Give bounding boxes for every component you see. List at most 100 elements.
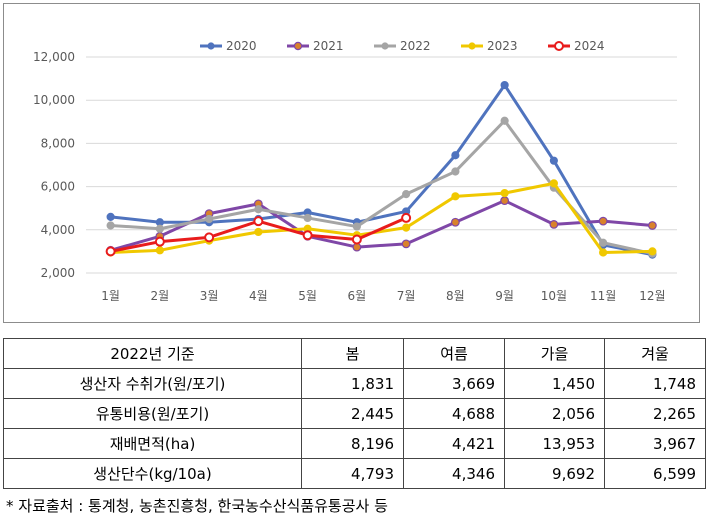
legend-marker-2021 [293,41,303,51]
table-row: 재배면적(ha) 8,196 4,421 13,953 3,967 [3,428,706,459]
series-line-2023 [109,181,654,254]
y-tick-label: 10,000 [33,93,75,107]
x-tick-label: 8월 [446,289,465,303]
row-label: 유통비용(원/포기) [3,398,302,429]
line-chart: 2,000 4,000 6,000 8,000 10,000 12,000 1월 2월 3월 4월… [33,39,677,303]
row-label: 생산단수(kg/10a) [3,458,302,489]
table-header-cell: 봄 [301,338,404,369]
x-tick-label: 1월 [101,289,120,303]
data-point-2022 [451,167,460,176]
x-tick-label: 2월 [151,289,170,303]
data-point-2022 [106,221,115,230]
table-cell: 2,445 [301,398,404,429]
table-cell: 4,346 [403,458,505,489]
data-point-2023 [500,188,509,198]
source-note: * 자료출처 : 통계청, 농촌진흥청, 한국농수산식품유통공사 등 [6,497,388,515]
data-point-2023 [155,246,164,255]
series-line-2021 [109,199,654,252]
data-point-2022 [155,224,164,233]
series-line-2022 [109,119,654,256]
data-point-2021 [401,239,411,249]
table-header-cell: 가을 [504,338,605,369]
data-point-2024 [204,232,215,243]
legend-label-2021: 2021 [313,39,344,53]
data-point-2021 [450,217,460,227]
data-point-2020 [451,151,460,160]
chart-frame: 2,000 4,000 6,000 8,000 10,000 12,000 1월 2월 3월 4월… [3,3,700,323]
data-point-2021 [647,221,657,230]
data-point-2023 [599,248,608,257]
x-tick-label: 11월 [590,289,616,303]
table-cell: 4,421 [403,428,505,459]
data-point-2023 [254,227,263,237]
data-point-2022 [500,116,509,125]
data-point-2020 [549,156,558,165]
x-tick-label: 12월 [639,289,665,303]
table-row: 유통비용(원/포기) 2,445 4,688 2,056 2,265 [3,398,706,429]
table-header-cell: 겨울 [604,338,706,369]
data-point-2024 [401,212,412,223]
table-cell: 4,688 [403,398,505,429]
data-point-2023 [648,247,657,256]
table-cell: 3,967 [604,428,706,459]
legend-marker-2020 [207,42,215,50]
table-header-row: 2022년 기준 봄 여름 가을 겨울 [3,338,706,369]
data-point-2022 [352,222,361,231]
data-point-2024 [253,216,264,227]
table-cell: 2,265 [604,398,706,429]
legend-label-2022: 2022 [400,39,431,53]
x-tick-label: 3월 [200,289,219,303]
table-cell: 13,953 [504,428,605,459]
data-point-2021 [549,219,559,229]
row-label: 생산자 수취가(원/포기) [3,368,302,399]
table-cell: 8,196 [301,428,404,459]
table-cell: 3,669 [403,368,505,399]
data-point-2023 [451,192,460,201]
legend-label-2023: 2023 [487,39,518,53]
legend-marker-2023 [468,42,476,50]
data-point-2024 [154,236,165,247]
seasonal-data-table: 2022년 기준 봄 여름 가을 겨울 생산자 수취가(원/포기) 1,831 … [3,338,706,489]
data-point-2022 [205,214,214,224]
table-cell: 1,831 [301,368,404,399]
table-header-cell: 여름 [403,338,505,369]
data-point-2023 [549,179,558,188]
table-cell: 2,056 [504,398,605,429]
data-point-2023 [402,223,411,232]
table-cell: 1,450 [504,368,605,399]
data-point-2021 [598,216,608,226]
y-tick-label: 6,000 [41,180,75,194]
data-point-2022 [254,205,263,214]
x-tick-label: 7월 [397,289,416,303]
data-point-2022 [599,238,608,247]
legend-label-2020: 2020 [226,39,257,53]
y-tick-label: 8,000 [41,136,75,150]
row-label: 재배면적(ha) [3,428,302,459]
data-point-2024 [302,230,313,241]
x-tick-label: 10월 [541,289,567,303]
data-point-2021 [500,196,510,206]
data-point-2024 [105,246,116,257]
y-tick-label: 4,000 [41,223,75,237]
table-row: 생산단수(kg/10a) 4,793 4,346 9,692 6,599 [3,458,706,489]
x-tick-label: 9월 [495,289,514,303]
table-cell: 6,599 [604,458,706,489]
y-tick-label: 2,000 [41,266,75,280]
data-point-2024 [351,234,362,245]
table-header-cell: 2022년 기준 [3,338,302,369]
table-cell: 9,692 [504,458,605,489]
x-tick-label: 5월 [298,289,317,303]
table-row: 생산자 수취가(원/포기) 1,831 3,669 1,450 1,748 [3,368,706,399]
x-tick-label: 4월 [249,289,268,303]
table-cell: 1,748 [604,368,706,399]
legend-label-2024: 2024 [574,39,605,53]
data-point-2020 [106,212,115,221]
y-tick-label: 12,000 [33,50,75,64]
legend-marker-2022 [381,42,389,50]
data-point-2022 [402,190,411,199]
series-line-2020 [109,83,654,257]
x-tick-label: 6월 [348,289,367,303]
data-point-2020 [500,80,509,90]
table-cell: 4,793 [301,458,404,489]
legend-marker-2024 [554,41,564,51]
